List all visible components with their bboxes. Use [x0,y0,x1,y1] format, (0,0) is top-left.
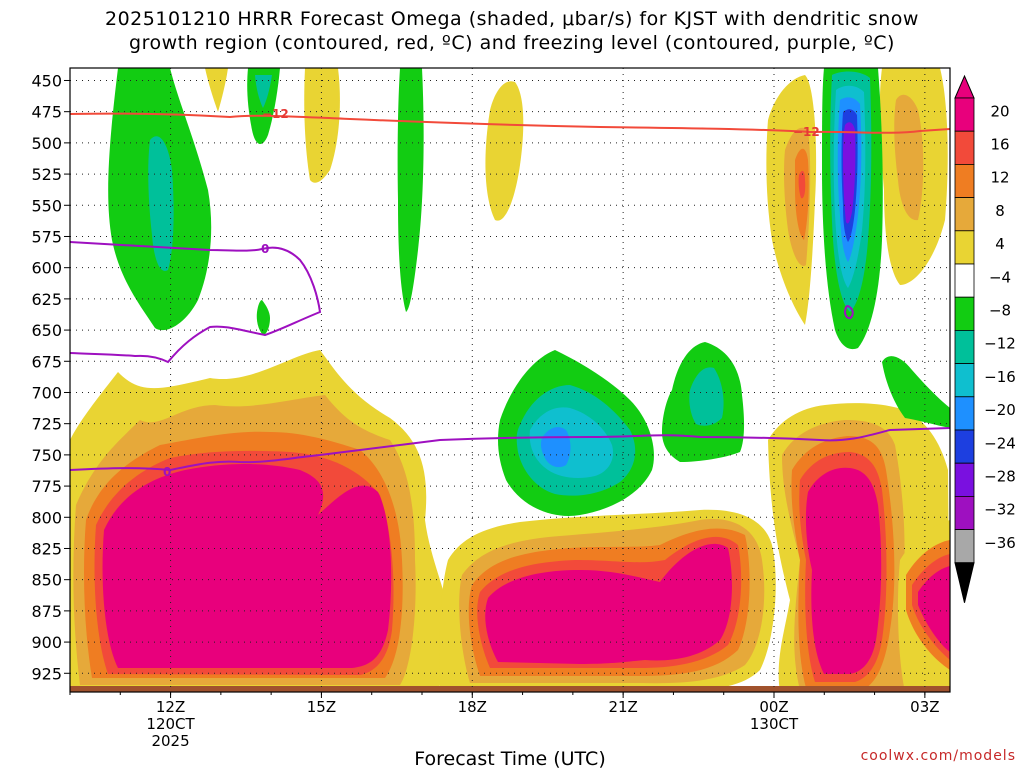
colorbar-segment [954,230,975,265]
omega-shading [70,68,950,692]
freezing-contour-upper [70,241,322,364]
omega-region-upper-core-4 [798,170,806,199]
y-tick-label: 875 [31,602,62,621]
chart-title-line-1: 2025101210 HRRR Forecast Omega (shaded, … [105,8,919,30]
y-tick-label: 900 [31,633,62,652]
omega-region-upper-yellow-3 [485,81,524,221]
y-tick-label: 500 [31,134,62,153]
colorbar-segment [954,296,975,331]
y-tick-label: 525 [31,165,62,184]
omega-region-teal-sliver-1 [255,75,272,108]
colorbar-label: −32 [984,501,1016,519]
dgz-label-left: −12 [262,107,289,121]
omega-region-upper-orange-5 [894,94,924,221]
omega-region-lower-left-20 [102,464,392,668]
y-tick-label: 700 [31,383,62,402]
omega-region-mid-teal-2 [689,367,724,426]
y-tick-label: 800 [31,508,62,527]
plot-frame [69,67,951,693]
colorbar-label: −20 [984,401,1016,419]
freezing-contour-lower [70,427,950,472]
x-tick-label: 21Z [608,698,637,716]
colorbar-label: 20 [990,102,1009,120]
colorbar-top-arrow [954,74,975,99]
colorbar-segment [954,197,975,232]
contours [70,112,950,472]
omega-region-upper-yellow-2 [304,68,340,183]
omega-region-upper-right-violet [843,122,856,224]
colorbar-label: −8 [989,301,1011,319]
omega-region-lower-right-20 [805,467,882,674]
x-tick-year-label: 2025 [151,732,189,750]
x-axis-label: Forecast Time (UTC) [414,748,605,768]
x-tick-date-label: 130CT [750,715,799,733]
colorbar-label: −16 [984,368,1016,386]
y-axis: 450 475 500 525 550 575 600 625 650 675 700 725 750 7… [31,71,70,683]
x-tick-label: 18Z [458,698,487,716]
colorbar-segment [954,396,975,431]
colorbar-segment [954,97,975,132]
x-tick-label: 03Z [910,698,939,716]
colorbar-label: −24 [984,434,1016,452]
colorbar-segment [954,495,975,530]
y-tick-label: 550 [31,196,62,215]
y-tick-label: 850 [31,571,62,590]
x-tick-label: 12Z [156,698,185,716]
colorbar-label: 16 [990,135,1009,153]
omega-region-lower-mid-20 [485,543,732,664]
omega-region-green-sliver-3 [397,68,424,312]
freezing-label-lower: 0 [163,465,171,479]
omega-region-upper-left-teal [148,136,174,271]
y-tick-label: 750 [31,446,62,465]
colorbar: 20 16 12 8 4 −4 −8 −12 −16 −20 −24 −28 −32 −36 [954,74,1016,603]
y-tick-label: 625 [31,290,62,309]
site-credit: coolwx.com/models [860,748,1016,764]
x-tick-date-label: 120CT [146,715,195,733]
y-tick-label: 725 [31,415,62,434]
colorbar-segment [954,130,975,165]
omega-region-upper-yellow-1 [205,68,228,112]
y-tick-label: 600 [31,259,62,278]
y-tick-label: 450 [31,71,62,90]
y-tick-label: 475 [31,103,62,122]
colorbar-label: −4 [989,268,1011,286]
ground-strip [70,686,950,692]
freezing-label-upper: 0 [261,242,269,256]
dgz-label-right: −12 [793,125,820,139]
colorbar-label: −36 [984,534,1016,552]
gridlines [70,68,950,692]
y-tick-label: 675 [31,352,62,371]
y-tick-label: 825 [31,539,62,558]
colorbar-segment [954,263,975,298]
chart-title-line-2: growth region (contoured, red, ºC) and f… [129,32,895,54]
freezing-contour-closed [843,304,854,320]
colorbar-bottom-arrow [954,562,975,603]
y-tick-label: 775 [31,477,62,496]
colorbar-label: 4 [995,235,1005,253]
colorbar-label: 12 [990,169,1009,187]
x-tick-label: 15Z [307,698,336,716]
contour-labels: −12 −12 0 0 [163,107,820,479]
colorbar-segment [954,163,975,198]
colorbar-segment [954,363,975,398]
colorbar-label: −12 [984,335,1016,353]
colorbar-label: 8 [995,202,1005,220]
colorbar-segment [954,329,975,364]
colorbar-segment [954,462,975,497]
colorbar-label: −28 [984,467,1016,485]
y-tick-label: 925 [31,664,62,683]
colorbar-segment [954,529,975,564]
omega-region-lower-edge-20 [918,566,950,652]
y-tick-label: 575 [31,227,62,246]
omega-region-green-sliver-2 [256,300,270,335]
y-tick-label: 650 [31,321,62,340]
x-tick-label: 00Z [759,698,788,716]
colorbar-segment [954,429,975,464]
dgz-contour-minus12 [70,112,950,134]
